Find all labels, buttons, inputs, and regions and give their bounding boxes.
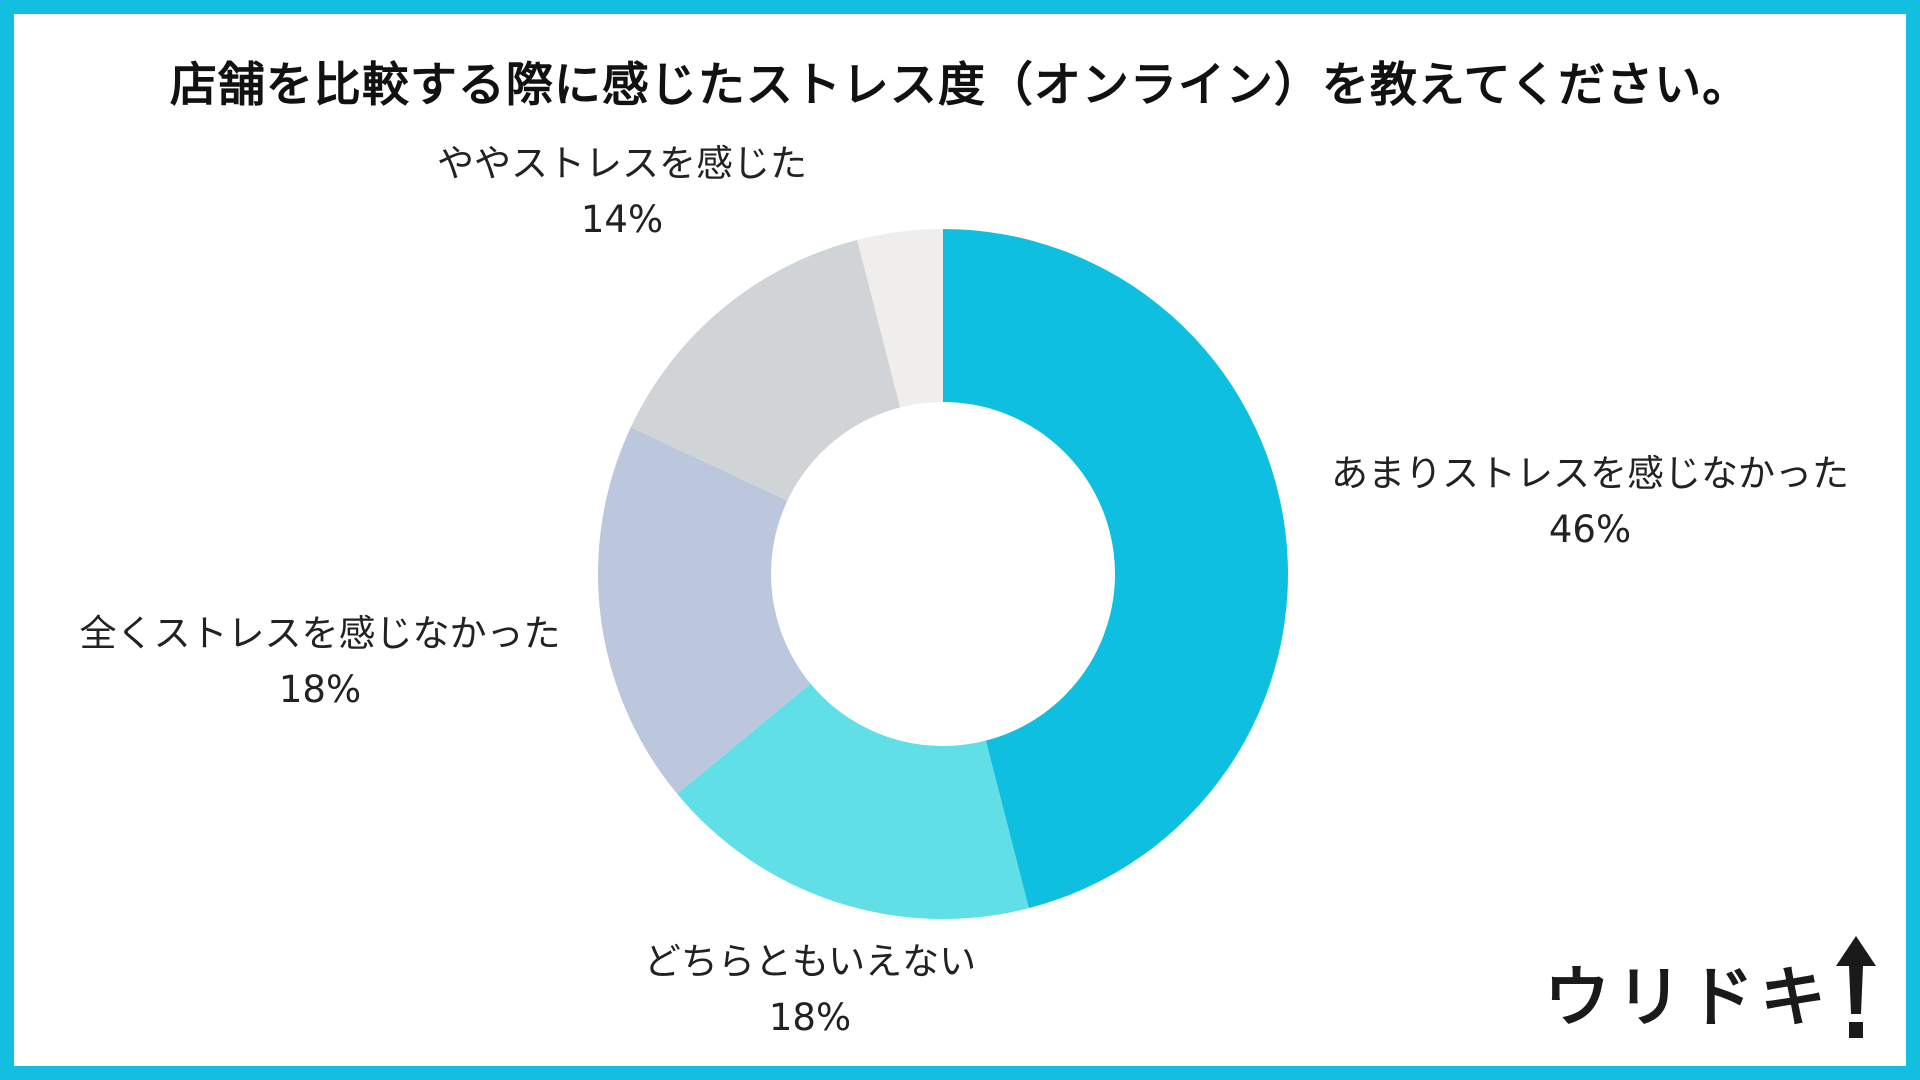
donut-slice-3 <box>630 239 901 501</box>
slice-label-block-1: どちらともいえない 18% <box>510 934 1110 1046</box>
slice-label-2: 全くストレスを感じなかった <box>79 612 561 655</box>
slice-label-1: どちらともいえない <box>643 940 977 983</box>
slice-label-0: あまりストレスを感じなかった <box>1331 452 1849 495</box>
slice-label-block-3: ややストレスを感じた 14% <box>322 136 922 248</box>
slice-percent-0: 46% <box>1548 508 1632 551</box>
donut-slice-2 <box>598 427 811 794</box>
slice-percent-3: 14% <box>580 198 664 241</box>
logo-text: ウリドキ <box>1544 959 1832 1036</box>
slice-label-block-0: あまりストレスを感じなかった 46% <box>1290 446 1890 558</box>
slice-percent-1: 18% <box>768 996 852 1039</box>
donut-slice-0 <box>943 228 1289 909</box>
slice-label-block-2: 全くストレスを感じなかった 18% <box>20 606 620 718</box>
chart-title: 店舗を比較する際に感じたストレス度（オンライン）を教えてください。 <box>169 58 1751 113</box>
slice-label-3: ややストレスを感じた <box>437 142 807 185</box>
donut-slice-4 <box>857 229 943 408</box>
slice-percent-2: 18% <box>278 668 362 711</box>
donut-slice-1 <box>677 683 1029 919</box>
uridoki-logo: ウリドキ <box>1544 936 1876 1040</box>
up-arrow-icon <box>1836 936 1876 1038</box>
